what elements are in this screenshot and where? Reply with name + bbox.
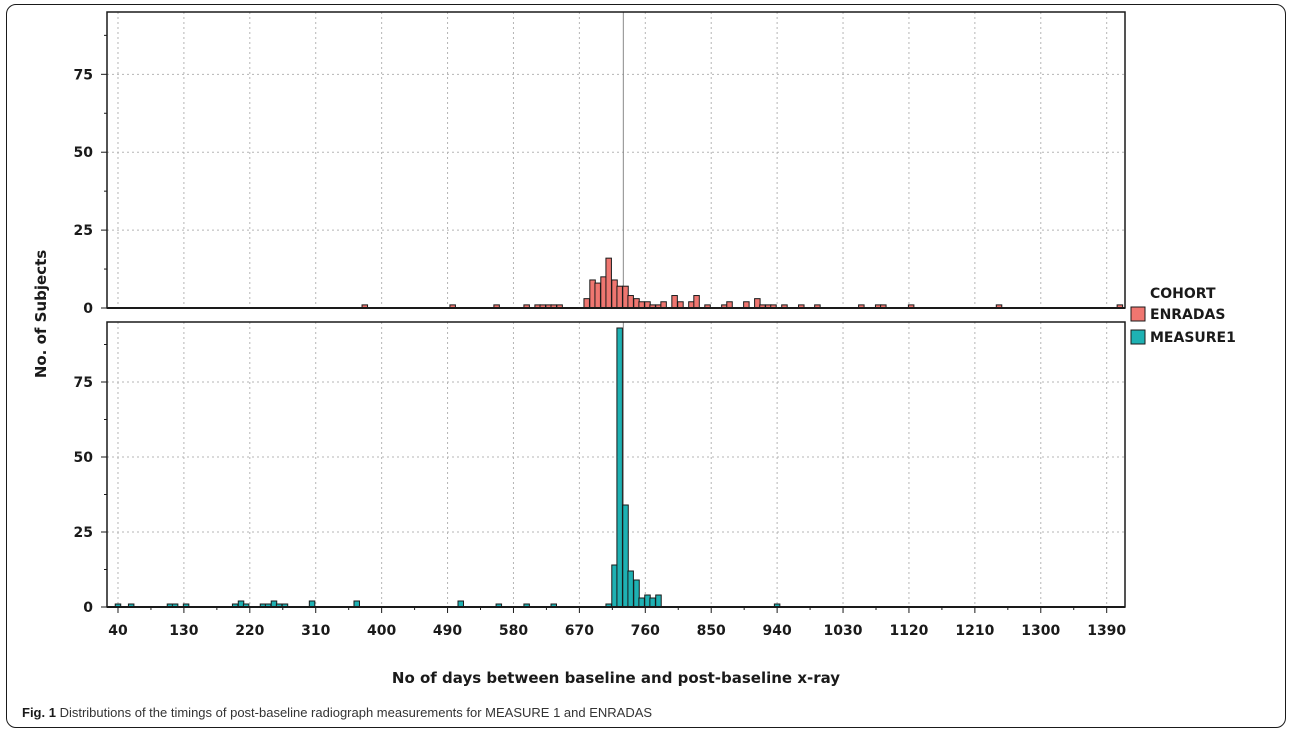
tick-labels: 0 25 50 75 0 25 50 75 40 130 220 310 400 490 580 670 760… (74, 67, 1127, 639)
x-tick-label: 1300 (1021, 623, 1060, 639)
bar-measure1 (638, 597, 645, 608)
bar-measure1 (655, 594, 662, 608)
x-tick-label: 760 (631, 623, 660, 639)
panel-frame-measure1 (106, 321, 1126, 608)
y-tick-label: 25 (74, 525, 93, 541)
bar-enradas (594, 282, 601, 309)
x-tick-label: 670 (565, 623, 594, 639)
y-tick-label: 75 (74, 375, 93, 391)
legend-label-enradas: ENRADAS (1150, 307, 1225, 323)
x-tick-label: 1210 (955, 623, 994, 639)
x-tick-label: 400 (367, 623, 396, 639)
legend-swatch-enradas (1130, 306, 1146, 322)
y-tick-label: 25 (74, 223, 93, 239)
y-tick-label: 0 (83, 301, 93, 317)
bar-enradas (616, 285, 623, 309)
figure-caption: Fig. 1 Distributions of the timings of p… (22, 705, 652, 720)
y-tick-label: 50 (74, 450, 94, 466)
y-tick-label: 75 (74, 67, 93, 83)
y-tick-label: 50 (74, 145, 94, 161)
y-tick-label: 0 (83, 600, 93, 616)
legend-title: COHORT (1150, 286, 1216, 302)
x-axis-label: No of days between baseline and post-bas… (392, 669, 840, 687)
legend: COHORT ENRADAS MEASURE1 (1130, 286, 1236, 346)
y-axis-label: No. of Subjects (32, 250, 50, 378)
bar-enradas (627, 295, 634, 309)
caption-text: Distributions of the timings of post-bas… (59, 705, 653, 720)
panel-frame-enradas (106, 11, 1126, 309)
grid-lines (107, 12, 1125, 607)
x-tick-label: 130 (169, 623, 198, 639)
x-tick-label: 940 (763, 623, 792, 639)
figure-frame (6, 4, 1286, 728)
x-tick-label: 220 (235, 623, 264, 639)
x-tick-label: 40 (108, 623, 128, 639)
bar-enradas (693, 295, 700, 309)
histogram-bars (114, 257, 1124, 608)
bar-measure1 (649, 597, 656, 608)
x-tick-label: 490 (433, 623, 462, 639)
bar-measure1 (627, 570, 634, 608)
x-tick-label: 1120 (889, 623, 928, 639)
x-tick-label: 310 (301, 623, 330, 639)
x-tick-label: 1030 (824, 623, 863, 639)
legend-label-measure1: MEASURE1 (1150, 330, 1236, 346)
x-tick-label: 580 (499, 623, 528, 639)
bar-enradas (671, 295, 678, 309)
bar-enradas (605, 257, 612, 309)
legend-swatch-measure1 (1130, 329, 1146, 345)
axes (101, 11, 1126, 613)
bar-enradas (583, 298, 590, 309)
bar-measure1 (616, 327, 623, 608)
x-tick-label: 1390 (1087, 623, 1126, 639)
x-tick-label: 850 (697, 623, 726, 639)
caption-label: Fig. 1 (22, 705, 56, 720)
